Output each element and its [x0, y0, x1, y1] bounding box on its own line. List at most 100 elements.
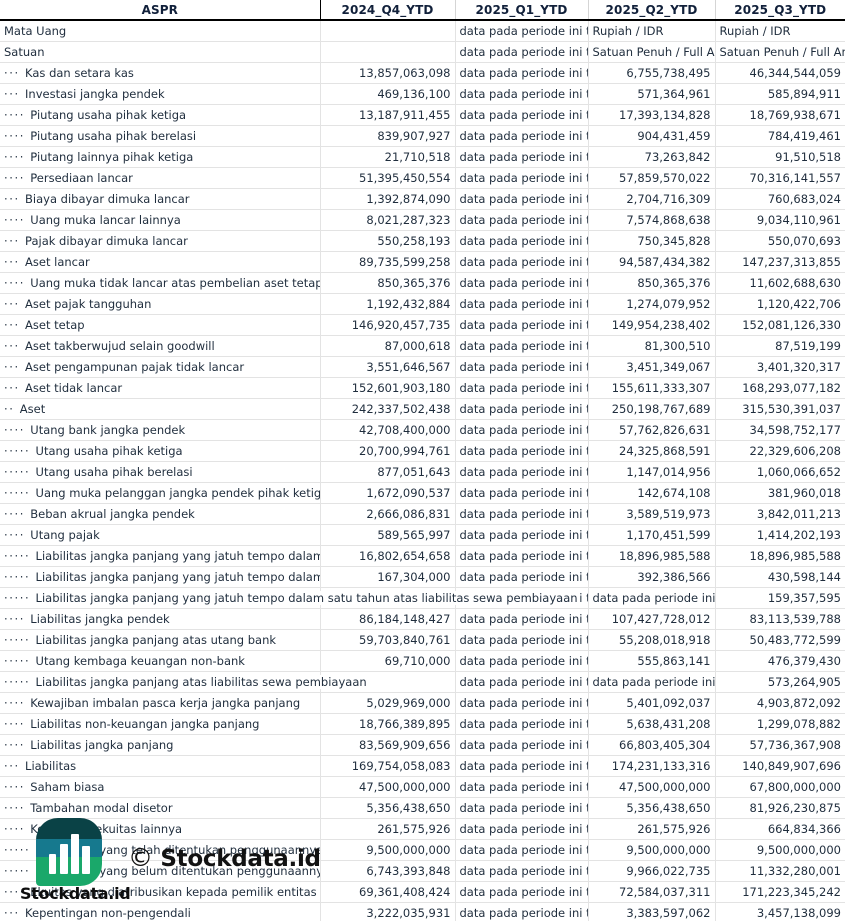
- cell-2024-q4-ytd[interactable]: 5,356,438,650: [320, 797, 456, 819]
- cell-2025-q2-ytd[interactable]: data pada periode ini tidak tersedia: [588, 671, 716, 693]
- cell-2025-q2-ytd[interactable]: 72,584,037,311: [588, 881, 716, 903]
- row-label-cell[interactable]: ·· Aset: [0, 398, 321, 420]
- cell-2024-q4-ytd[interactable]: 6,743,393,848: [320, 860, 456, 882]
- cell-2025-q1-ytd[interactable]: data pada periode ini tidak tersedia: [455, 188, 589, 210]
- cell-2024-q4-ytd[interactable]: [320, 20, 456, 42]
- row-label-cell[interactable]: ···· Beban akrual jangka pendek: [0, 503, 321, 525]
- cell-2025-q1-ytd[interactable]: data pada periode ini tidak tersedia: [455, 482, 589, 504]
- cell-2025-q1-ytd[interactable]: data pada periode ini tidak tersedia: [455, 629, 589, 651]
- row-label-cell[interactable]: ··· Kas dan setara kas: [0, 62, 321, 84]
- cell-2024-q4-ytd[interactable]: 850,365,376: [320, 272, 456, 294]
- cell-2024-q4-ytd[interactable]: 877,051,643: [320, 461, 456, 483]
- cell-2025-q3-ytd[interactable]: 34,598,752,177: [715, 419, 845, 441]
- cell-2025-q3-ytd[interactable]: 1,299,078,882: [715, 713, 845, 735]
- row-label-cell[interactable]: ····· Liabilitas jangka panjang yang jat…: [0, 566, 321, 588]
- cell-2025-q3-ytd[interactable]: 168,293,077,182: [715, 377, 845, 399]
- cell-2025-q2-ytd[interactable]: 107,427,728,012: [588, 608, 716, 630]
- cell-2024-q4-ytd[interactable]: 589,565,997: [320, 524, 456, 546]
- cell-2025-q1-ytd[interactable]: data pada periode ini tidak tersedia: [455, 713, 589, 735]
- cell-2025-q1-ytd[interactable]: data pada periode ini tidak tersedia: [455, 209, 589, 231]
- row-label-cell[interactable]: ····· Liabilitas jangka panjang atas uta…: [0, 629, 321, 651]
- row-label-cell[interactable]: ····· Liabilitas jangka panjang atas lia…: [0, 671, 369, 693]
- cell-2025-q3-ytd[interactable]: 81,926,230,875: [715, 797, 845, 819]
- row-label-cell[interactable]: ···· Persediaan lancar: [0, 167, 321, 189]
- cell-2025-q1-ytd[interactable]: data pada periode ini tidak tersedia: [455, 692, 589, 714]
- row-label-cell[interactable]: ···· Piutang usaha pihak berelasi: [0, 125, 321, 147]
- row-label-cell[interactable]: ···· Liabilitas jangka pendek: [0, 608, 321, 630]
- row-label-cell[interactable]: ··· Aset pengampunan pajak tidak lancar: [0, 356, 321, 378]
- cell-2025-q1-ytd[interactable]: data pada periode ini tidak tersedia: [455, 650, 589, 672]
- row-label-cell[interactable]: ···· Kewajiban imbalan pasca kerja jangk…: [0, 692, 321, 714]
- cell-2025-q2-ytd[interactable]: 66,803,405,304: [588, 734, 716, 756]
- column-header-aspr[interactable]: ASPR: [0, 0, 321, 21]
- cell-2024-q4-ytd[interactable]: 51,395,450,554: [320, 167, 456, 189]
- cell-2025-q3-ytd[interactable]: Satuan Penuh / Full Amount: [715, 41, 845, 63]
- row-label-cell[interactable]: ····· Uang muka pelanggan jangka pendek …: [0, 482, 321, 504]
- cell-2025-q1-ytd[interactable]: data pada periode ini tidak tersedia: [455, 440, 589, 462]
- cell-2025-q1-ytd[interactable]: data pada periode ini tidak tersedia: [455, 146, 589, 168]
- cell-2025-q2-ytd[interactable]: 9,500,000,000: [588, 839, 716, 861]
- row-label-cell[interactable]: ··· Aset lancar: [0, 251, 321, 273]
- cell-2025-q2-ytd[interactable]: data pada periode ini tidak tersedia: [588, 587, 716, 609]
- cell-2024-q4-ytd[interactable]: 3,222,035,931: [320, 902, 456, 921]
- cell-2025-q2-ytd[interactable]: 149,954,238,402: [588, 314, 716, 336]
- cell-2025-q2-ytd[interactable]: 9,966,022,735: [588, 860, 716, 882]
- row-label-cell[interactable]: ··· Aset tidak lancar: [0, 377, 321, 399]
- row-label-cell[interactable]: ··· Liabilitas: [0, 755, 321, 777]
- cell-2025-q3-ytd[interactable]: 46,344,544,059: [715, 62, 845, 84]
- cell-2025-q2-ytd[interactable]: 81,300,510: [588, 335, 716, 357]
- cell-2025-q2-ytd[interactable]: 555,863,141: [588, 650, 716, 672]
- cell-2024-q4-ytd[interactable]: 13,857,063,098: [320, 62, 456, 84]
- row-label-cell[interactable]: ···· Liabilitas jangka panjang: [0, 734, 321, 756]
- cell-2025-q3-ytd[interactable]: 11,332,280,001: [715, 860, 845, 882]
- cell-2025-q3-ytd[interactable]: 22,329,606,208: [715, 440, 845, 462]
- cell-2025-q1-ytd[interactable]: data pada periode ini tidak tersedia: [455, 314, 589, 336]
- cell-2025-q3-ytd[interactable]: 50,483,772,599: [715, 629, 845, 651]
- row-label-cell[interactable]: ··· Kepentingan non-pengendali: [0, 902, 321, 921]
- row-label-cell[interactable]: ···· Saham biasa: [0, 776, 321, 798]
- cell-2025-q3-ytd[interactable]: 152,081,126,330: [715, 314, 845, 336]
- cell-2025-q3-ytd[interactable]: 585,894,911: [715, 83, 845, 105]
- cell-2025-q2-ytd[interactable]: 47,500,000,000: [588, 776, 716, 798]
- cell-2025-q1-ytd[interactable]: data pada periode ini tidak tersedia: [455, 335, 589, 357]
- cell-2025-q3-ytd[interactable]: 57,736,367,908: [715, 734, 845, 756]
- cell-2025-q3-ytd[interactable]: 159,357,595: [715, 587, 845, 609]
- cell-2025-q2-ytd[interactable]: 3,383,597,062: [588, 902, 716, 921]
- cell-2024-q4-ytd[interactable]: 3,551,646,567: [320, 356, 456, 378]
- cell-2025-q2-ytd[interactable]: 57,762,826,631: [588, 419, 716, 441]
- cell-2025-q1-ytd[interactable]: data pada periode ini tidak tersedia: [455, 251, 589, 273]
- cell-2024-q4-ytd[interactable]: 261,575,926: [320, 818, 456, 840]
- cell-2025-q2-ytd[interactable]: 7,574,868,638: [588, 209, 716, 231]
- cell-2024-q4-ytd[interactable]: 13,187,911,455: [320, 104, 456, 126]
- cell-2024-q4-ytd[interactable]: 87,000,618: [320, 335, 456, 357]
- row-label-cell[interactable]: ··· Pajak dibayar dimuka lancar: [0, 230, 321, 252]
- cell-2025-q3-ytd[interactable]: 3,401,320,317: [715, 356, 845, 378]
- cell-2025-q1-ytd[interactable]: data pada periode ini tidak tersedia: [455, 125, 589, 147]
- cell-2025-q1-ytd[interactable]: data pada periode ini tidak tersedia: [455, 293, 589, 315]
- cell-2025-q1-ytd[interactable]: data pada periode ini tidak tersedia: [455, 41, 589, 63]
- row-label-cell[interactable]: ··· Investasi jangka pendek: [0, 83, 321, 105]
- cell-2025-q2-ytd[interactable]: 155,611,333,307: [588, 377, 716, 399]
- cell-2025-q3-ytd[interactable]: 430,598,144: [715, 566, 845, 588]
- cell-2025-q2-ytd[interactable]: 392,386,566: [588, 566, 716, 588]
- cell-2025-q1-ytd[interactable]: data pada periode ini tidak tersedia: [455, 83, 589, 105]
- cell-2024-q4-ytd[interactable]: 839,907,927: [320, 125, 456, 147]
- cell-2025-q1-ytd[interactable]: data pada periode ini tidak tersedia: [455, 230, 589, 252]
- cell-2025-q1-ytd[interactable]: data pada periode ini tidak tersedia: [455, 860, 589, 882]
- cell-2025-q3-ytd[interactable]: 67,800,000,000: [715, 776, 845, 798]
- cell-2024-q4-ytd[interactable]: 69,710,000: [320, 650, 456, 672]
- cell-2025-q2-ytd[interactable]: 750,345,828: [588, 230, 716, 252]
- cell-2025-q2-ytd[interactable]: 73,263,842: [588, 146, 716, 168]
- cell-2025-q2-ytd[interactable]: 5,356,438,650: [588, 797, 716, 819]
- cell-2025-q2-ytd[interactable]: Rupiah / IDR: [588, 20, 716, 42]
- row-label-cell[interactable]: ····· Liabilitas jangka panjang yang jat…: [0, 545, 321, 567]
- cell-2025-q1-ytd[interactable]: data pada periode ini tidak tersedia: [455, 356, 589, 378]
- cell-2024-q4-ytd[interactable]: 5,029,969,000: [320, 692, 456, 714]
- cell-2024-q4-ytd[interactable]: 2,666,086,831: [320, 503, 456, 525]
- row-label-cell[interactable]: Satuan: [0, 41, 321, 63]
- cell-2024-q4-ytd[interactable]: [320, 41, 456, 63]
- row-label-cell[interactable]: ···· Tambahan modal disetor: [0, 797, 321, 819]
- cell-2025-q1-ytd[interactable]: data pada periode ini tidak tersedia: [455, 419, 589, 441]
- cell-2025-q2-ytd[interactable]: 1,170,451,599: [588, 524, 716, 546]
- cell-2025-q1-ytd[interactable]: data pada periode ini tidak tersedia: [455, 377, 589, 399]
